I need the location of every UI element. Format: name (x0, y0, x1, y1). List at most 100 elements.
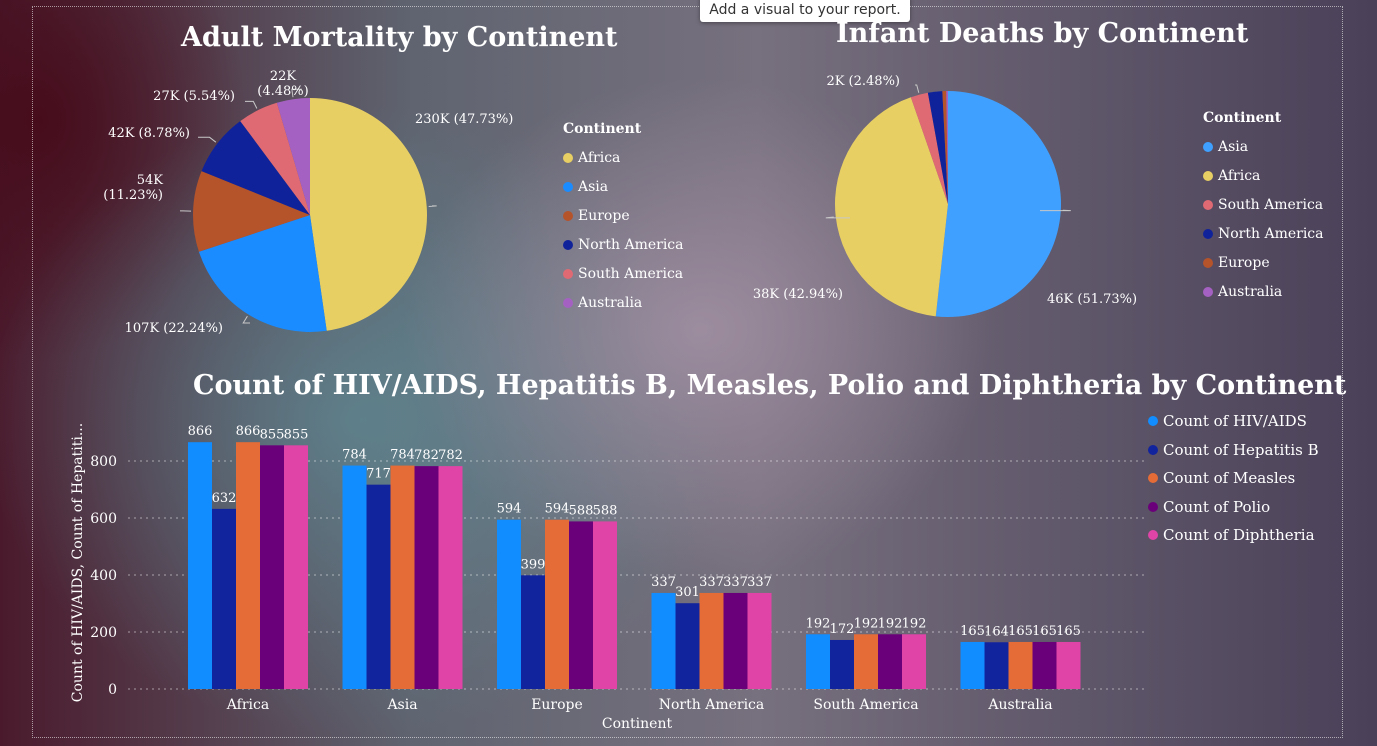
data-label-africa: 230K (47.73%) (415, 112, 513, 127)
disease-count-title: Count of HIV/AIDS, Hepatitis B, Measles,… (193, 370, 1347, 401)
bar-africa-count-of-diphtheria[interactable] (284, 445, 308, 689)
legend-item-europe[interactable]: Europe (563, 201, 684, 230)
bar-south-america-count-of-hepatitis-b[interactable] (830, 639, 854, 689)
pie-slice-africa[interactable] (310, 98, 428, 331)
pie-slice-europe[interactable] (193, 171, 310, 252)
bar-australia-count-of-diphtheria[interactable] (1056, 641, 1081, 689)
legend-marker-icon (1148, 416, 1158, 427)
bar-south-america-count-of-measles[interactable] (854, 634, 878, 689)
bar-north-america-count-of-polio[interactable] (723, 592, 748, 689)
legend-item-north-america[interactable]: North America (1203, 219, 1324, 248)
legend-item-africa[interactable]: Africa (563, 143, 684, 172)
bar-data-label: 399 (521, 557, 546, 572)
pie-slice-north-america[interactable] (201, 121, 310, 215)
bar-data-label: 866 (188, 424, 213, 439)
add-visual-tooltip: Add a visual to your report. (700, 0, 910, 22)
bar-africa-count-of-hepatitis-b[interactable] (212, 508, 236, 689)
x-tick-label-europe: Europe (531, 697, 583, 713)
bar-africa-count-of-hiv-aids[interactable] (188, 442, 212, 689)
y-axis-label: Count of HIV/AIDS, Count of Hepatiti... (70, 423, 86, 702)
bar-europe-count-of-measles[interactable] (545, 519, 569, 689)
bar-australia-count-of-measles[interactable] (1008, 641, 1033, 689)
bar-asia-count-of-measles[interactable] (390, 465, 415, 689)
legend-marker-icon (1203, 199, 1213, 210)
data-label-asia: 46K (51.73%) (1047, 292, 1137, 307)
bar-data-label: 192 (854, 616, 879, 631)
x-tick-label-north-america: North America (659, 697, 765, 713)
y-tick-label: 800 (90, 454, 117, 470)
legend-label: South America (578, 265, 684, 282)
bar-north-america-count-of-hepatitis-b[interactable] (675, 603, 700, 689)
bar-north-america-count-of-diphtheria[interactable] (747, 592, 772, 689)
legend-label: Africa (1218, 167, 1261, 184)
pie-slice-africa[interactable] (835, 97, 948, 317)
bar-data-label: 192 (878, 616, 903, 631)
bar-australia-count-of-hiv-aids[interactable] (960, 641, 985, 689)
bar-south-america-count-of-polio[interactable] (878, 634, 902, 689)
bar-africa-count-of-polio[interactable] (260, 445, 284, 689)
infant-deaths-title: Infant Deaths by Continent (836, 18, 1249, 49)
x-axis-label: Continent (602, 716, 673, 732)
disease-count-legend: Count of HIV/AIDS Count of Hepatitis B Cou… (1148, 407, 1319, 550)
bar-data-label: 165 (960, 624, 985, 639)
bar-data-label: 588 (593, 503, 618, 518)
y-tick-label: 0 (108, 682, 117, 698)
leader-line (242, 315, 250, 324)
bar-north-america-count-of-measles[interactable] (699, 592, 724, 689)
legend-item-north-america[interactable]: North America (563, 230, 684, 259)
pie-slice-asia[interactable] (198, 215, 327, 332)
bar-asia-count-of-hiv-aids[interactable] (342, 465, 367, 689)
pie-slice-south-america[interactable] (910, 92, 948, 204)
legend-label: Asia (578, 178, 609, 195)
bar-europe-count-of-polio[interactable] (569, 521, 593, 689)
bar-europe-count-of-hiv-aids[interactable] (497, 519, 521, 689)
bar-data-label: 855 (284, 427, 309, 442)
legend-item-south-america[interactable]: South America (1203, 190, 1324, 219)
adult-mortality-title: Adult Mortality by Continent (181, 22, 618, 53)
bar-south-america-count-of-diphtheria[interactable] (902, 634, 926, 689)
bar-europe-count-of-diphtheria[interactable] (593, 521, 617, 689)
x-tick-label-australia: Australia (987, 697, 1052, 713)
legend-item-asia[interactable]: Asia (1203, 132, 1324, 161)
legend-item-australia[interactable]: Australia (563, 288, 684, 317)
bar-north-america-count-of-hiv-aids[interactable] (651, 592, 676, 689)
bar-asia-count-of-hepatitis-b[interactable] (366, 484, 391, 689)
bar-data-label: 594 (545, 502, 570, 517)
adult-mortality-pie-chart[interactable]: 230K (47.73%) 107K (22.24%) 54K (11.23%) 42K… (40, 60, 560, 360)
bar-africa-count-of-measles[interactable] (236, 442, 260, 689)
legend-item-south-america[interactable]: South America (563, 259, 684, 288)
bar-asia-count-of-diphtheria[interactable] (438, 466, 463, 689)
bar-europe-count-of-hepatitis-b[interactable] (521, 575, 545, 689)
leader-line (915, 84, 920, 93)
pie-slice-australia[interactable] (946, 91, 948, 204)
x-tick-label-south-america: South America (813, 697, 918, 713)
legend-item-asia[interactable]: Asia (563, 172, 684, 201)
pie-slice-south-america[interactable] (240, 102, 310, 215)
legend-item-europe[interactable]: Europe (1203, 248, 1324, 277)
bar-data-label: 192 (902, 616, 927, 631)
bar-australia-count-of-polio[interactable] (1032, 641, 1057, 689)
legend-item-count-of-polio[interactable]: Count of Polio (1148, 493, 1319, 522)
legend-item-australia[interactable]: Australia (1203, 277, 1324, 306)
legend-label: Count of Measles (1163, 469, 1296, 488)
bar-data-label: 337 (747, 575, 772, 590)
pie-slice-australia[interactable] (276, 98, 310, 215)
legend-item-count-of-hepatitis-b[interactable]: Count of Hepatitis B (1148, 436, 1319, 465)
legend-label: Asia (1218, 138, 1249, 155)
data-label-australia: 22K (4.48%) (257, 69, 308, 99)
pie-slice-europe[interactable] (942, 91, 948, 204)
bar-data-label: 337 (723, 575, 748, 590)
bar-asia-count-of-polio[interactable] (414, 466, 439, 689)
legend-item-count-of-diphtheria[interactable]: Count of Diphtheria (1148, 521, 1319, 550)
pie-slice-asia[interactable] (935, 91, 1062, 317)
pie-slice-north-america[interactable] (927, 91, 948, 204)
bar-south-america-count-of-hiv-aids[interactable] (806, 634, 830, 689)
legend-item-count-of-measles[interactable]: Count of Measles (1148, 464, 1319, 493)
legend-item-count-of-hiv-aids[interactable]: Count of HIV/AIDS (1148, 407, 1319, 436)
bar-australia-count-of-hepatitis-b[interactable] (984, 642, 1009, 689)
infant-deaths-pie-chart[interactable]: 46K (51.73%) 38K (42.94%) 2K (2.48%) (740, 60, 1180, 350)
bar-data-label: 164 (984, 624, 1009, 639)
leader-line (245, 100, 258, 109)
legend-item-africa[interactable]: Africa (1203, 161, 1324, 190)
